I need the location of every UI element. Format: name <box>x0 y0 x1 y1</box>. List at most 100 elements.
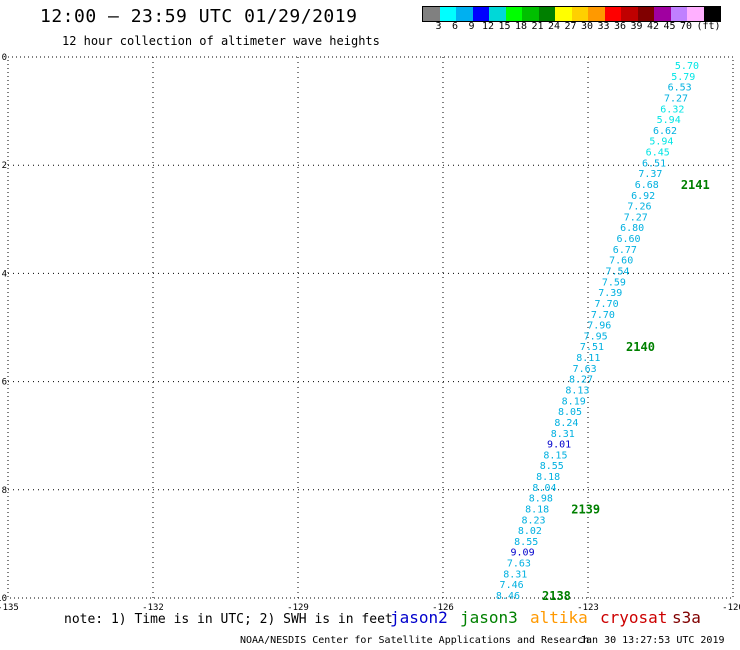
latitude-tick-label: -2 <box>0 161 7 171</box>
wave-height-value: 7.26 <box>627 202 651 213</box>
wave-height-value: 7.27 <box>624 212 648 223</box>
wave-height-value: 6.68 <box>635 180 659 191</box>
time-label: 2141 <box>681 178 710 192</box>
legend-swatch <box>637 7 654 21</box>
legend-label: 24 <box>547 21 561 32</box>
legend-swatch <box>621 7 638 21</box>
wave-height-value: 8.55 <box>514 537 538 548</box>
legend-swatch <box>571 7 588 21</box>
wave-height-value: 6.60 <box>616 234 640 245</box>
wave-height-value: 7.60 <box>609 256 633 267</box>
legend-label: 12 <box>481 21 495 32</box>
satellite-name: s3a <box>672 608 701 627</box>
wave-height-value: 8.98 <box>529 494 553 505</box>
legend-label: 21 <box>531 21 544 32</box>
wave-height-value: 5.94 <box>657 115 681 126</box>
wave-height-value: 9.09 <box>511 548 535 559</box>
legend-label: 3 <box>435 21 442 32</box>
satellite-name: jason3 <box>460 608 518 627</box>
legend-swatch <box>472 7 489 21</box>
satellite-name: jason2 <box>390 608 448 627</box>
wave-height-value: 8.19 <box>562 396 586 407</box>
wave-height-value: 7.39 <box>598 288 622 299</box>
wave-height-value: 6.51 <box>642 158 666 169</box>
wave-height-value: 8.55 <box>540 461 564 472</box>
legend-label: 6 <box>451 21 459 32</box>
color-scale-labels: 3 6 9 12 15 18 21 24 27 30 33 36 39 42 45 70 (ft) <box>422 21 732 35</box>
legend-swatch <box>505 7 522 21</box>
credit-text: NOAA/NESDIS Center for Satellite Applica… <box>240 635 590 646</box>
legend-label: 9 <box>468 21 475 32</box>
wave-height-value: 6.45 <box>646 148 670 159</box>
wave-height-value: 6.77 <box>613 245 637 256</box>
legend-label: 33 <box>597 21 610 32</box>
legend-swatch <box>654 7 671 21</box>
wave-height-value: 8.31 <box>551 429 575 440</box>
legend-label: (ft) <box>696 21 721 32</box>
wave-height-value: 8.18 <box>536 472 560 483</box>
wave-height-value: 8.13 <box>565 385 589 396</box>
longitude-tick-label: -126 <box>432 603 454 613</box>
wave-height-value: 8.27 <box>569 375 593 386</box>
wave-height-value: 6.32 <box>660 104 684 115</box>
wave-height-value: 8.04 <box>532 483 556 494</box>
wave-height-value: 6.53 <box>668 83 692 94</box>
legend-swatch <box>555 7 572 21</box>
longitude-tick-label: -132 <box>142 603 164 613</box>
legend-label: 30 <box>580 21 594 32</box>
wave-height-value: 8.46 <box>496 591 520 602</box>
wave-height-value: 8.11 <box>576 353 600 364</box>
wave-height-value: 7.63 <box>573 364 597 375</box>
wave-height-value: 8.05 <box>558 407 582 418</box>
legend-label: 39 <box>630 21 643 32</box>
wave-height-value: 7.70 <box>595 299 619 310</box>
legend-swatch <box>670 7 687 21</box>
wave-height-value: 8.23 <box>521 515 545 526</box>
legend-swatch <box>687 7 704 21</box>
map-subtitle: 12 hour collection of altimeter wave hei… <box>62 34 380 48</box>
wave-height-value: 5.70 <box>675 61 699 72</box>
wave-height-value: 7.63 <box>507 559 531 570</box>
satellite-name: altika <box>530 608 588 627</box>
wave-height-value: 7.37 <box>638 169 662 180</box>
legend-swatch <box>456 7 473 21</box>
map-frame <box>7 56 734 599</box>
legend-swatch <box>538 7 555 21</box>
color-scale-legend <box>422 6 721 22</box>
legend-swatch <box>522 7 539 21</box>
wave-height-value: 7.46 <box>500 580 524 591</box>
wave-height-value: 7.27 <box>664 93 688 104</box>
legend-label: 70 <box>679 21 693 32</box>
time-label: 2138 <box>542 589 571 603</box>
wave-height-value: 7.51 <box>580 342 604 353</box>
legend-label: 15 <box>498 21 511 32</box>
wave-height-value: 8.24 <box>554 418 578 429</box>
longitude-tick-label: -129 <box>287 603 309 613</box>
longitude-tick-label: -120 <box>722 603 740 613</box>
timestamp-text: Jan 30 13:27:53 UTC 2019 <box>580 635 725 646</box>
legend-swatch <box>588 7 605 21</box>
wave-height-value: 6.80 <box>620 223 644 234</box>
legend-label: 42 <box>646 21 660 32</box>
wave-height-value: 6.62 <box>653 126 677 137</box>
satellite-name: cryosat <box>600 608 668 627</box>
latitude-tick-label: -10 <box>0 594 7 604</box>
longitude-tick-label: -135 <box>0 603 19 613</box>
wave-height-value: 8.15 <box>543 450 567 461</box>
legend-swatch <box>439 7 456 21</box>
wave-height-value: 8.31 <box>503 569 527 580</box>
latitude-tick-label: -6 <box>0 378 7 388</box>
time-label: 2140 <box>626 340 655 354</box>
wave-height-value: 5.79 <box>671 72 695 83</box>
wave-height-value: 6.92 <box>631 191 655 202</box>
wave-height-value: 5.94 <box>649 137 673 148</box>
legend-label: 27 <box>564 21 577 32</box>
wave-height-value: 7.96 <box>587 321 611 332</box>
wave-height-value: 7.95 <box>584 331 608 342</box>
legend-swatch <box>489 7 506 21</box>
latitude-tick-label: -4 <box>0 269 7 279</box>
units-note: note: 1) Time is in UTC; 2) SWH is in fe… <box>64 612 393 627</box>
legend-label: 18 <box>514 21 528 32</box>
time-label: 2139 <box>571 502 600 516</box>
